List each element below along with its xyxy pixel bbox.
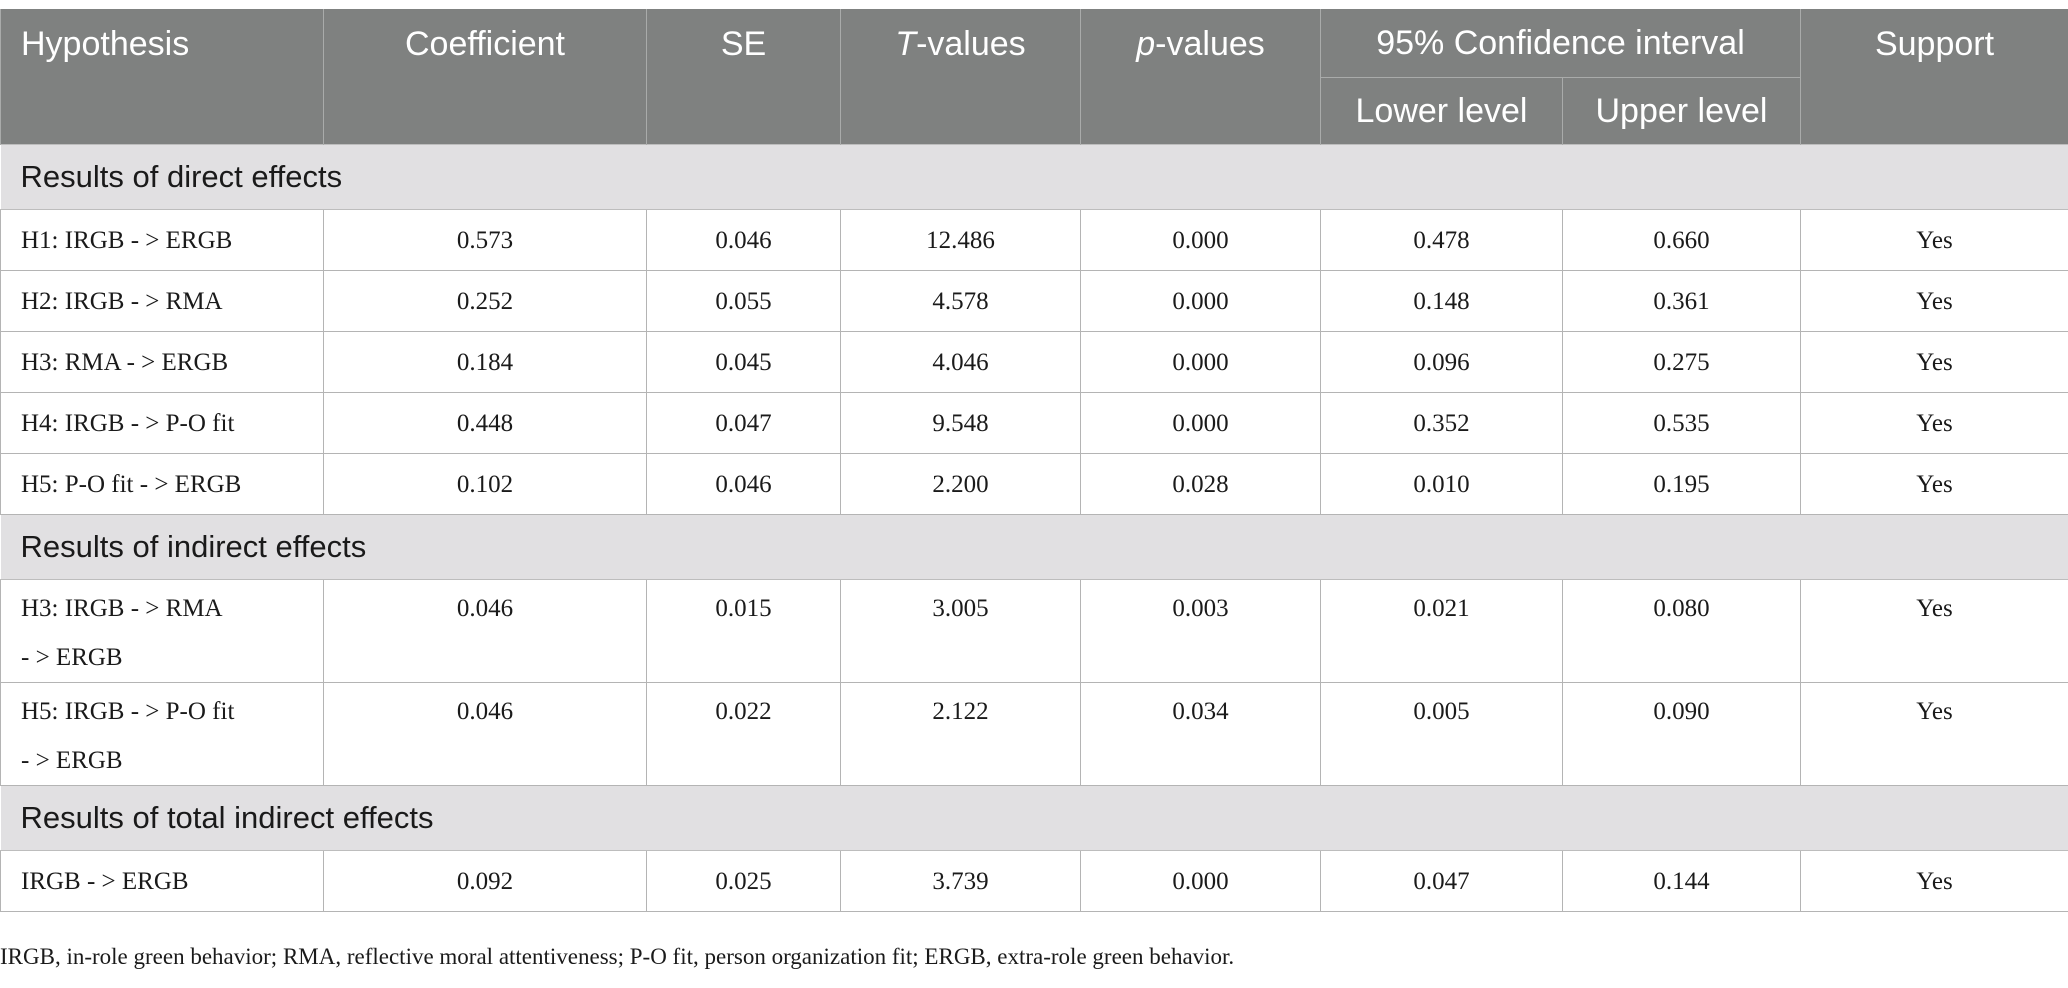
support-cell: Yes [1800, 850, 2068, 912]
p-cell: 0.000 [1080, 209, 1321, 271]
table-row: H5: P-O fit - > ERGB 0.102 0.046 2.200 0… [0, 453, 2068, 515]
table-row: H2: IRGB - > RMA 0.252 0.055 4.578 0.000… [0, 270, 2068, 332]
table-row: H3: RMA - > ERGB 0.184 0.045 4.046 0.000… [0, 331, 2068, 393]
p-cell: 0.003 [1080, 579, 1321, 683]
p-cell: 0.028 [1080, 453, 1321, 515]
lower-cell: 0.021 [1320, 579, 1563, 683]
upper-cell: 0.275 [1562, 331, 1801, 393]
se-cell: 0.047 [646, 392, 841, 454]
header-p-values: p-values [1080, 9, 1321, 145]
header-t-values: T-values [840, 9, 1081, 145]
section-title: Results of direct effects [0, 144, 2068, 210]
table-row: H5: IRGB - > P-O fit - > ERGB 0.046 0.022… [0, 682, 2068, 786]
hypothesis-cell: H5: IRGB - > P-O fit - > ERGB [0, 682, 324, 786]
table-footnote: IRGB, in-role green behavior; RMA, refle… [0, 944, 1235, 969]
coefficient-cell: 0.046 [323, 579, 647, 683]
hypothesis-line: - > ERGB [21, 644, 123, 671]
upper-cell: 0.195 [1562, 453, 1801, 515]
coefficient-cell: 0.092 [323, 850, 647, 912]
upper-cell: 0.361 [1562, 270, 1801, 332]
upper-cell: 0.535 [1562, 392, 1801, 454]
lower-cell: 0.005 [1320, 682, 1563, 786]
section-row: Results of total indirect effects [0, 785, 2068, 851]
se-cell: 0.046 [646, 209, 841, 271]
section-title: Results of indirect effects [0, 514, 2068, 580]
section-row: Results of indirect effects [0, 514, 2068, 580]
table-row: H4: IRGB - > P-O fit 0.448 0.047 9.548 0… [0, 392, 2068, 454]
header-lower-level: Lower level [1320, 77, 1563, 145]
table-row: IRGB - > ERGB 0.092 0.025 3.739 0.000 0.… [0, 850, 2068, 912]
t-cell: 4.578 [840, 270, 1081, 332]
p-italic: p [1136, 25, 1156, 63]
coefficient-cell: 0.046 [323, 682, 647, 786]
header-hypothesis: Hypothesis [0, 9, 324, 145]
section-row: Results of direct effects [0, 144, 2068, 210]
table-row: H3: IRGB - > RMA - > ERGB 0.046 0.015 3.0… [0, 579, 2068, 683]
coefficient-cell: 0.573 [323, 209, 647, 271]
results-table: Hypothesis Coefficient SE T-values p-val… [0, 9, 2068, 912]
t-cell: 9.548 [840, 392, 1081, 454]
coefficient-cell: 0.184 [323, 331, 647, 393]
t-cell: 4.046 [840, 331, 1081, 393]
t-suffix: -values [916, 25, 1026, 63]
upper-cell: 0.080 [1562, 579, 1801, 683]
t-cell: 12.486 [840, 209, 1081, 271]
p-cell: 0.000 [1080, 270, 1321, 332]
hypothesis-line: - > ERGB [21, 747, 123, 774]
header-upper-level: Upper level [1562, 77, 1801, 145]
header-confidence-interval: 95% Confidence interval [1320, 9, 1801, 78]
coefficient-cell: 0.252 [323, 270, 647, 332]
hypothesis-cell: H2: IRGB - > RMA [0, 270, 324, 332]
coefficient-cell: 0.102 [323, 453, 647, 515]
lower-cell: 0.352 [1320, 392, 1563, 454]
support-cell: Yes [1800, 453, 2068, 515]
coefficient-cell: 0.448 [323, 392, 647, 454]
t-cell: 3.005 [840, 579, 1081, 683]
t-cell: 2.122 [840, 682, 1081, 786]
hypothesis-cell: H4: IRGB - > P-O fit [0, 392, 324, 454]
hypothesis-cell: H5: P-O fit - > ERGB [0, 453, 324, 515]
t-italic: T [895, 25, 917, 63]
hypothesis-line: H5: IRGB - > P-O fit [21, 698, 235, 725]
p-cell: 0.000 [1080, 850, 1321, 912]
t-cell: 3.739 [840, 850, 1081, 912]
lower-cell: 0.148 [1320, 270, 1563, 332]
lower-cell: 0.047 [1320, 850, 1563, 912]
support-cell: Yes [1800, 331, 2068, 393]
lower-cell: 0.010 [1320, 453, 1563, 515]
p-cell: 0.000 [1080, 331, 1321, 393]
header-se: SE [646, 9, 841, 145]
upper-cell: 0.090 [1562, 682, 1801, 786]
se-cell: 0.015 [646, 579, 841, 683]
p-cell: 0.034 [1080, 682, 1321, 786]
se-cell: 0.045 [646, 331, 841, 393]
lower-cell: 0.478 [1320, 209, 1563, 271]
se-cell: 0.025 [646, 850, 841, 912]
hypothesis-cell: H3: RMA - > ERGB [0, 331, 324, 393]
se-cell: 0.022 [646, 682, 841, 786]
p-cell: 0.000 [1080, 392, 1321, 454]
t-cell: 2.200 [840, 453, 1081, 515]
header-coefficient: Coefficient [323, 9, 647, 145]
hypothesis-cell: H1: IRGB - > ERGB [0, 209, 324, 271]
support-cell: Yes [1800, 579, 2068, 683]
support-cell: Yes [1800, 392, 2068, 454]
se-cell: 0.055 [646, 270, 841, 332]
lower-cell: 0.096 [1320, 331, 1563, 393]
p-suffix: -values [1155, 25, 1265, 63]
upper-cell: 0.144 [1562, 850, 1801, 912]
hypothesis-line: H3: IRGB - > RMA [21, 595, 223, 622]
upper-cell: 0.660 [1562, 209, 1801, 271]
support-cell: Yes [1800, 209, 2068, 271]
support-cell: Yes [1800, 270, 2068, 332]
support-cell: Yes [1800, 682, 2068, 786]
section-title: Results of total indirect effects [0, 785, 2068, 851]
hypothesis-cell: H3: IRGB - > RMA - > ERGB [0, 579, 324, 683]
table-row: H1: IRGB - > ERGB 0.573 0.046 12.486 0.0… [0, 209, 2068, 271]
se-cell: 0.046 [646, 453, 841, 515]
hypothesis-cell: IRGB - > ERGB [0, 850, 324, 912]
header-support: Support [1800, 9, 2068, 145]
